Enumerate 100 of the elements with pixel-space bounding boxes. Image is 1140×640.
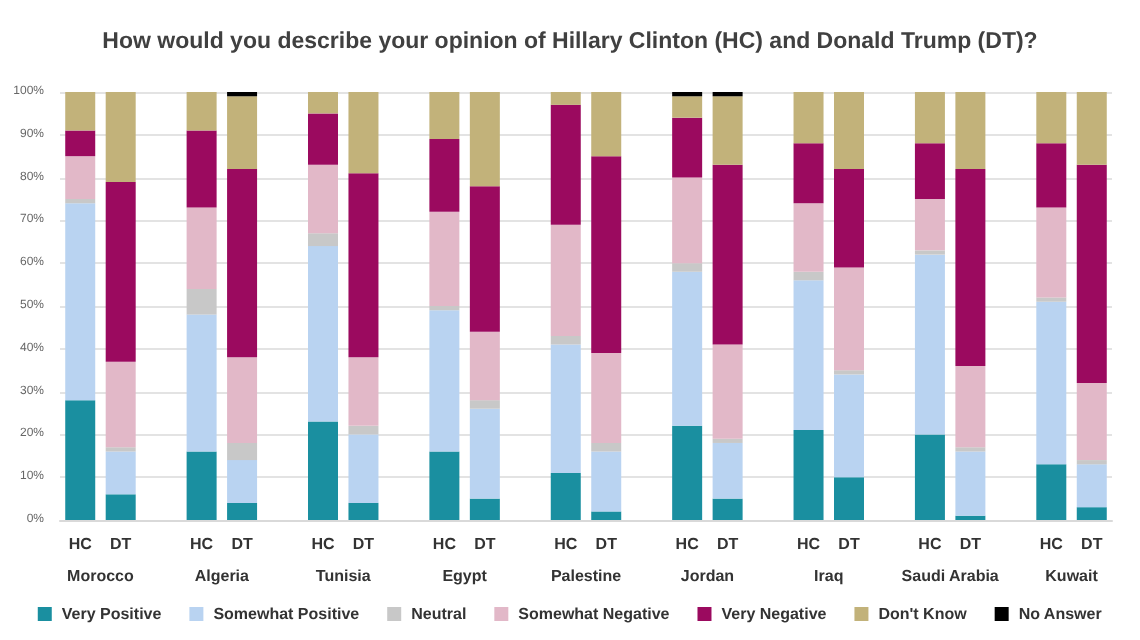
bar — [914, 92, 945, 144]
bar — [105, 92, 136, 182]
x-tick-label: HC — [190, 535, 214, 553]
bar — [348, 357, 379, 426]
bar — [550, 224, 581, 336]
text: Iraq — [814, 567, 844, 585]
chart-title: How would you describe your opinion of Hillary Clinton (HC) and Donald Trump (DT)? — [102, 30, 1038, 54]
bar — [712, 442, 743, 499]
bar — [712, 498, 743, 520]
legend-label: Very Negative — [721, 605, 828, 623]
bar — [429, 310, 460, 452]
x-tick-label: DT — [716, 535, 739, 553]
legend-label: No Answer — [1018, 605, 1102, 623]
bar — [186, 92, 217, 131]
bar — [914, 434, 945, 520]
bar — [105, 361, 136, 448]
bar — [591, 511, 622, 520]
bar — [1036, 92, 1067, 144]
x-tick-label: HC — [432, 535, 457, 553]
legend-label: Neutral — [411, 605, 467, 623]
bar — [591, 92, 622, 157]
bar — [1036, 143, 1067, 208]
x-tick-label: HC — [311, 535, 335, 553]
bar — [834, 92, 864, 170]
bar — [672, 263, 703, 272]
bar — [955, 365, 986, 448]
bar — [308, 246, 338, 422]
bar — [65, 130, 96, 157]
bar — [591, 442, 622, 452]
bar — [914, 199, 945, 251]
bar — [65, 156, 96, 199]
bar — [955, 92, 986, 170]
bar — [429, 92, 460, 140]
bar — [65, 400, 96, 520]
text: Jordan — [680, 567, 735, 585]
x-tick-label: DT — [474, 535, 496, 553]
bar — [1076, 92, 1107, 165]
legend-label: Don't Know — [878, 605, 969, 623]
x-tick-label: DT — [352, 535, 375, 553]
bar — [469, 331, 500, 401]
bar — [469, 408, 500, 499]
x-tick-label: DT — [231, 535, 253, 553]
bar — [227, 442, 258, 461]
x-tick-label: DT — [110, 535, 132, 553]
bar — [591, 156, 622, 354]
bar — [429, 139, 460, 212]
x-tick-label: HC — [554, 535, 578, 553]
bar — [793, 143, 824, 204]
bar — [429, 451, 460, 520]
text: Tunisia — [315, 567, 372, 585]
text: Saudi Arabia — [901, 567, 1000, 585]
bar — [429, 211, 460, 306]
bar — [227, 357, 258, 443]
bar — [955, 451, 986, 516]
bar — [793, 92, 824, 144]
bar — [914, 254, 945, 435]
x-tick-label: HC — [68, 535, 93, 553]
bar — [591, 451, 622, 512]
bar — [550, 472, 581, 520]
bar — [1076, 383, 1107, 461]
bar — [550, 335, 581, 345]
bar — [550, 92, 581, 105]
x-tick-label: DT — [595, 535, 618, 553]
text: Kuwait — [1045, 567, 1099, 585]
x-tick-label: DT — [838, 535, 860, 553]
text: Egypt — [442, 567, 488, 585]
bar — [227, 169, 258, 358]
bar — [672, 425, 703, 520]
legend-label: Very Positive — [61, 605, 163, 623]
bar — [1076, 164, 1107, 384]
bar — [186, 314, 217, 452]
bar — [348, 92, 379, 174]
bar — [348, 502, 379, 520]
bar — [105, 494, 136, 520]
bar — [1036, 301, 1067, 465]
bar — [105, 181, 136, 362]
bar — [186, 130, 217, 208]
text: Palestine — [550, 567, 623, 585]
bar — [834, 477, 864, 520]
bar — [469, 92, 500, 187]
text: Algeria — [194, 567, 251, 585]
bar — [186, 451, 217, 520]
bar — [1076, 507, 1107, 520]
x-tick-label: HC — [796, 535, 821, 553]
bar — [672, 96, 703, 118]
bar — [793, 271, 824, 281]
x-tick-label: DT — [1081, 535, 1103, 553]
legend-label: Somewhat Negative — [518, 605, 671, 623]
bar — [186, 288, 217, 315]
bar — [308, 421, 338, 520]
x-tick-label: HC — [1039, 535, 1064, 553]
bar — [469, 400, 500, 409]
bar — [348, 434, 379, 503]
bar — [186, 207, 217, 289]
bar — [105, 451, 136, 495]
bar — [1036, 207, 1067, 298]
bar — [308, 113, 338, 165]
bar — [672, 177, 703, 264]
bar — [712, 344, 743, 439]
bar — [712, 96, 743, 165]
